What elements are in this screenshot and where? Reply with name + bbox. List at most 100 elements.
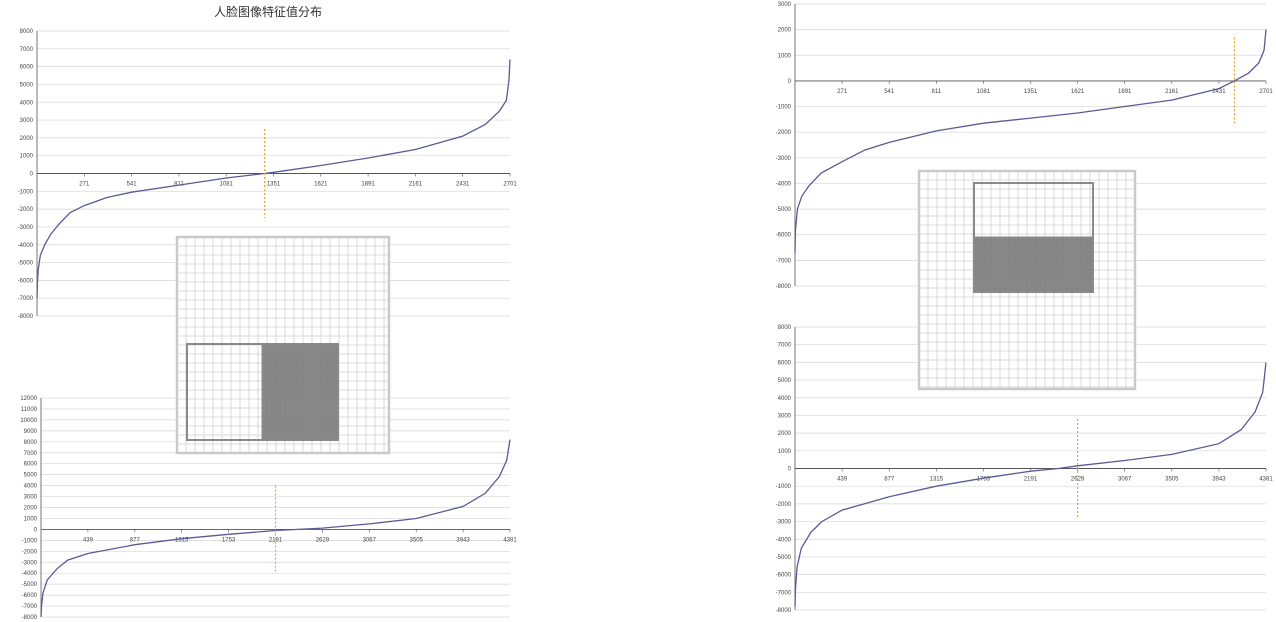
x-tick-label: 541 xyxy=(127,182,138,188)
y-tick-label: 4000 xyxy=(24,484,38,490)
x-tick-label: 3067 xyxy=(363,537,377,543)
y-tick-label: -7000 xyxy=(18,296,34,302)
x-tick-label: 1891 xyxy=(1118,89,1132,95)
y-tick-label: -2000 xyxy=(776,130,792,136)
haar-right-illustration xyxy=(917,169,1137,391)
y-tick-label: -5000 xyxy=(18,261,34,267)
x-tick-label: 541 xyxy=(884,89,895,95)
y-tick-label: 2000 xyxy=(24,506,38,512)
haar-dark-region xyxy=(974,237,1093,292)
y-tick-label: 2000 xyxy=(20,136,34,142)
y-tick-label: -1000 xyxy=(22,538,38,544)
y-tick-label: 8000 xyxy=(20,29,34,35)
x-tick-label: 1351 xyxy=(1024,89,1038,95)
series-line xyxy=(40,439,511,618)
y-tick-label: -3000 xyxy=(18,225,34,231)
x-tick-label: 1891 xyxy=(361,182,375,188)
x-tick-label: 3505 xyxy=(410,537,424,543)
y-tick-label: -4000 xyxy=(776,181,792,187)
y-tick-label: -3000 xyxy=(776,156,792,162)
y-tick-label: 2000 xyxy=(778,431,792,437)
y-tick-label: -5000 xyxy=(776,207,792,213)
y-tick-label: -3000 xyxy=(22,560,38,566)
y-tick-label: 0 xyxy=(788,467,792,473)
y-tick-label: 3000 xyxy=(778,2,792,8)
y-tick-label: 8000 xyxy=(24,440,38,446)
x-tick-label: 3505 xyxy=(1165,477,1179,483)
x-tick-label: 1081 xyxy=(220,182,234,188)
x-tick-label: 439 xyxy=(837,477,848,483)
x-tick-label: 1351 xyxy=(267,182,281,188)
y-tick-label: 12000 xyxy=(20,396,37,402)
haar-dark-region xyxy=(262,344,338,440)
x-tick-label: 877 xyxy=(884,477,895,483)
x-tick-label: 2191 xyxy=(1024,477,1038,483)
y-tick-label: 5000 xyxy=(24,473,38,479)
x-tick-label: 3943 xyxy=(456,537,470,543)
y-tick-label: 4000 xyxy=(778,396,792,402)
y-tick-label: 3000 xyxy=(24,495,38,501)
x-tick-label: 811 xyxy=(932,89,942,95)
x-tick-label: 4381 xyxy=(503,537,517,543)
haar-left-illustration xyxy=(175,235,391,455)
haar-features-group xyxy=(175,169,1137,455)
y-tick-label: -6000 xyxy=(22,593,38,599)
y-tick-label: 1000 xyxy=(20,154,34,160)
y-tick-label: -1000 xyxy=(776,484,792,490)
y-tick-label: -6000 xyxy=(18,278,34,284)
x-tick-label: 3943 xyxy=(1212,477,1226,483)
y-tick-label: -8000 xyxy=(18,314,34,320)
x-tick-label: 2191 xyxy=(269,537,283,543)
y-tick-label: -2000 xyxy=(776,502,792,508)
x-tick-label: 2161 xyxy=(1165,89,1179,95)
x-tick-label: 1753 xyxy=(977,477,991,483)
series-line xyxy=(794,29,1267,253)
x-tick-label: 271 xyxy=(79,182,90,188)
y-tick-label: -8000 xyxy=(22,615,38,621)
y-tick-label: -5000 xyxy=(22,582,38,588)
y-tick-label: 4000 xyxy=(20,100,34,106)
y-tick-label: 3000 xyxy=(778,413,792,419)
x-tick-label: 1753 xyxy=(222,537,236,543)
x-tick-label: 2161 xyxy=(409,182,423,188)
y-tick-label: -2000 xyxy=(22,549,38,555)
chart-top-right: 3000 2000 1000 0 -1000 -2000 -3000 -4000 -5000 -6… xyxy=(776,2,1274,290)
y-tick-label: -7000 xyxy=(776,590,792,596)
x-tick-label: 1081 xyxy=(977,89,991,95)
y-tick-label: -4000 xyxy=(22,571,38,577)
chart-top-left: 8000 7000 6000 5000 4000 3000 2000 1000 0 -1000 -2… xyxy=(18,29,518,320)
y-tick-label: -6000 xyxy=(776,233,792,239)
x-tick-label: 1315 xyxy=(175,537,189,543)
y-tick-label: 7000 xyxy=(778,343,792,349)
y-tick-label: 7000 xyxy=(20,47,34,53)
y-tick-label: 7000 xyxy=(24,451,38,457)
y-tick-label: -5000 xyxy=(776,555,792,561)
y-tick-label: 8000 xyxy=(778,325,792,331)
chart-bottom-left: 1200011000100009000800070006000500040003… xyxy=(20,396,517,621)
y-tick-label: -1000 xyxy=(776,105,792,111)
haar-feature-outline xyxy=(973,182,1094,293)
y-tick-label: 1000 xyxy=(24,516,38,522)
y-tick-label: 1000 xyxy=(778,449,792,455)
series-line xyxy=(36,59,511,299)
y-tick-label: -7000 xyxy=(22,604,38,610)
y-tick-label: 6000 xyxy=(24,462,38,468)
y-tick-label: 0 xyxy=(788,79,792,85)
x-tick-label: 271 xyxy=(837,89,848,95)
y-tick-label: -4000 xyxy=(18,243,34,249)
x-tick-label: 2431 xyxy=(1212,89,1226,95)
y-tick-label: 9000 xyxy=(24,429,38,435)
figure-title: 人脸图像特征值分布 xyxy=(214,4,322,19)
y-tick-label: 0 xyxy=(34,527,38,533)
y-tick-label: -8000 xyxy=(776,284,792,290)
y-tick-label: 3000 xyxy=(20,118,34,124)
x-tick-label: 1315 xyxy=(930,477,944,483)
y-tick-label: -4000 xyxy=(776,537,792,543)
y-tick-label: -1000 xyxy=(18,189,34,195)
y-tick-label: -8000 xyxy=(776,608,792,614)
y-tick-label: -7000 xyxy=(776,258,792,264)
haar-feature-outline xyxy=(186,343,339,441)
x-tick-label: 1621 xyxy=(1071,89,1085,95)
y-tick-label: 6000 xyxy=(20,65,34,71)
